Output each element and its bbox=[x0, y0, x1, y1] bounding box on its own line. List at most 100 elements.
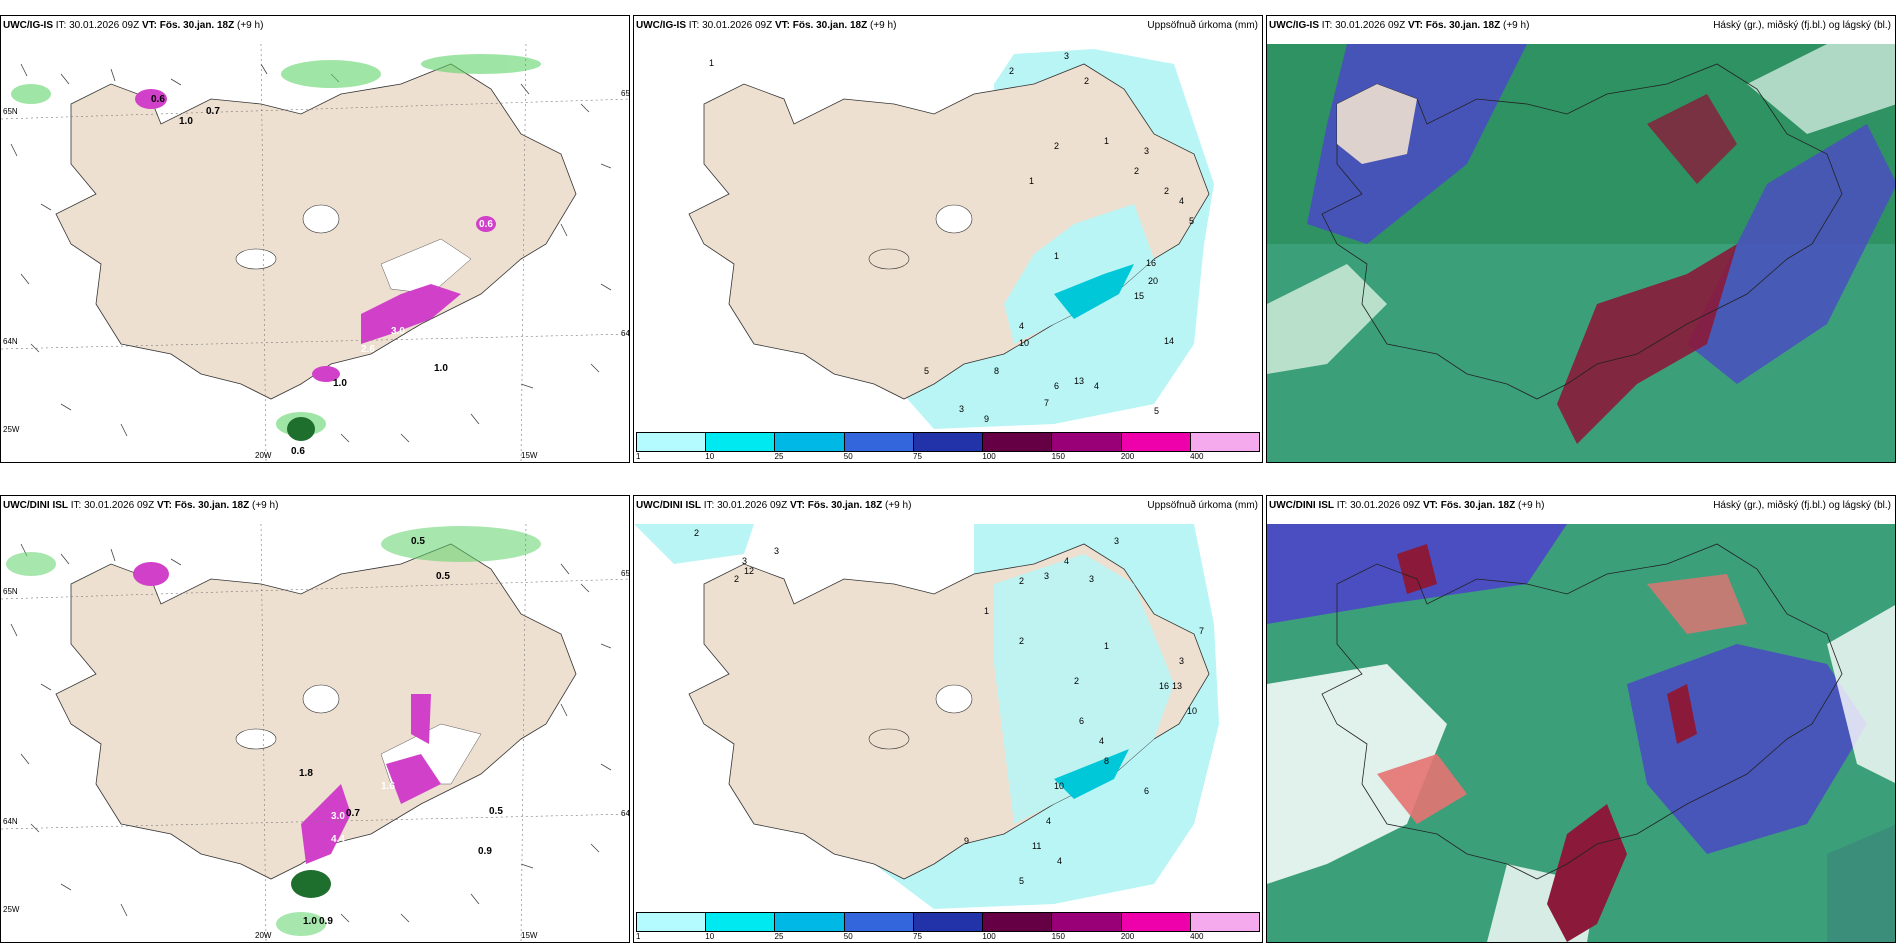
panel-subtitle: Uppsöfnuð úrkoma (mm) bbox=[1147, 20, 1258, 31]
colorbar-label: 75 bbox=[913, 452, 922, 461]
lat-label-right: 65N bbox=[621, 569, 630, 578]
panel-subtitle: Uppsöfnuð úrkoma (mm) bbox=[1147, 500, 1258, 511]
colorbar-cell bbox=[775, 433, 845, 451]
value-label: 3.0 bbox=[331, 811, 345, 822]
snow-area bbox=[380, 238, 472, 295]
precip-value: 3 bbox=[1089, 574, 1094, 584]
colorbar-label: 400 bbox=[1190, 932, 1204, 941]
colorbar-labels: 1 10 25 50 75 100 150 200 400 bbox=[636, 932, 1260, 942]
colorbar-label: 25 bbox=[774, 452, 784, 461]
precip-heavy bbox=[1054, 264, 1134, 319]
precip-value: 13 bbox=[1172, 681, 1182, 691]
lon-label: 20W bbox=[255, 451, 272, 460]
low-cloud bbox=[1557, 244, 1737, 444]
lead-time: (+9 h) bbox=[885, 500, 912, 511]
precip-map: 2 3 3 2 12 2 3 4 3 3 1 2 1 2 3 6 4 8 10 … bbox=[634, 524, 1262, 909]
precip-value: 11 bbox=[1032, 841, 1041, 851]
precip-value: 3 bbox=[742, 556, 747, 566]
precip-value: 9 bbox=[984, 414, 989, 424]
snow-precip-areas bbox=[135, 89, 496, 441]
precip-map: 1 2 3 2 2 1 1 2 2 3 4 5 1 16 20 15 14 4 … bbox=[634, 44, 1262, 429]
panel-title: UWC/IG-IS IT: 30.01.2026 09Z VT: Fös. 30… bbox=[636, 20, 896, 31]
colorbar-cell bbox=[913, 913, 984, 931]
precip-value: 20 bbox=[1148, 276, 1158, 286]
precip-value: 3 bbox=[1144, 146, 1149, 156]
precip-light bbox=[634, 524, 754, 564]
precip-value: 3 bbox=[1044, 571, 1049, 581]
precip-value: 2 bbox=[1134, 166, 1139, 176]
colorbar-cell bbox=[844, 433, 914, 451]
precip-value: 4 bbox=[1057, 856, 1062, 866]
precip-value: 1 bbox=[709, 58, 714, 68]
value-label: 4.4 bbox=[331, 834, 345, 845]
colorbar-label: 10 bbox=[705, 932, 715, 941]
colorbar-label: 10 bbox=[705, 452, 715, 461]
precip-value: 5 bbox=[1154, 406, 1159, 416]
iceland-outline bbox=[1321, 543, 1843, 880]
high-cloud-red bbox=[1377, 754, 1467, 824]
colorbar-label: 50 bbox=[843, 452, 853, 461]
precip-value: 2 bbox=[694, 528, 699, 538]
precip-value: 16 bbox=[1146, 258, 1156, 268]
lat-label-right: 65N bbox=[621, 89, 630, 98]
init-time: IT: 30.01.2026 09Z bbox=[1336, 500, 1421, 511]
colorbar: 1 10 25 50 75 100 150 200 400 bbox=[636, 912, 1260, 942]
precip-value: 5 bbox=[924, 366, 929, 376]
precip-value: 1 bbox=[1104, 641, 1109, 651]
precip-value: 4 bbox=[1099, 736, 1104, 746]
value-label: 0.6 bbox=[151, 94, 165, 105]
model-name: UWC/IG-IS bbox=[636, 20, 686, 31]
iceland-outline bbox=[1321, 63, 1843, 400]
precip-value: 5 bbox=[1189, 216, 1194, 226]
colorbar-label: 150 bbox=[1051, 932, 1065, 941]
value-label: 0.7 bbox=[206, 106, 220, 117]
lat-label-right: 64N bbox=[621, 809, 630, 818]
low-cloud bbox=[1547, 804, 1627, 942]
lead-time: (+9 h) bbox=[237, 20, 264, 31]
lon-label: 25W bbox=[3, 425, 20, 434]
value-label: 2.6 bbox=[361, 344, 375, 355]
precip-value: 1 bbox=[1104, 136, 1109, 146]
colorbar-label: 1 bbox=[636, 452, 641, 461]
precip-value: 9 bbox=[964, 836, 969, 846]
model-name: UWC/IG-IS bbox=[1269, 20, 1319, 31]
lat-label: 65N bbox=[3, 107, 18, 116]
panel-title: UWC/DINI ISL IT: 30.01.2026 09Z VT: Fös.… bbox=[1269, 500, 1544, 511]
colorbar-label: 100 bbox=[982, 452, 996, 461]
panel-title: UWC/IG-IS IT: 30.01.2026 09Z VT: Fös. 30… bbox=[1269, 20, 1529, 31]
valid-time: Fös. 30.jan. 18Z bbox=[159, 20, 235, 31]
panel-dini-precip: UWC/DINI ISL IT: 30.01.2026 09Z VT: Fös.… bbox=[633, 495, 1263, 943]
precip-value: 3 bbox=[1179, 656, 1184, 666]
precip-over-land bbox=[994, 554, 1174, 824]
colorbar-label: 75 bbox=[913, 932, 922, 941]
colorbar-cell bbox=[1121, 913, 1191, 931]
colorbar-cell bbox=[913, 433, 984, 451]
panel-subtitle: Háský (gr.), miðský (fj.bl.) og lágský (… bbox=[1713, 500, 1891, 511]
panel-igis-weather: UWC/IG-IS IT: 30.01.2026 09Z VT: Fös. 30… bbox=[0, 15, 630, 463]
lon-label: 15W bbox=[521, 451, 538, 460]
valid-label: VT: bbox=[789, 500, 805, 511]
lat-label: 64N bbox=[3, 817, 18, 826]
colorbar-cell bbox=[1121, 433, 1191, 451]
colorbar-cell bbox=[706, 433, 776, 451]
value-label: 1.8 bbox=[299, 768, 313, 779]
lead-time: (+9 h) bbox=[1503, 20, 1530, 31]
colorbar-cell bbox=[1052, 913, 1122, 931]
init-time: IT: 30.01.2026 09Z bbox=[688, 20, 773, 31]
value-label: 0.9 bbox=[319, 916, 333, 927]
value-label: 1.0 bbox=[333, 378, 347, 389]
low-cloud bbox=[1397, 544, 1437, 594]
colorbar-cell bbox=[983, 913, 1053, 931]
colorbar-cells bbox=[636, 432, 1260, 452]
init-time: IT: 30.01.2026 09Z bbox=[703, 500, 788, 511]
lead-time: (+9 h) bbox=[870, 20, 897, 31]
precip-value: 5 bbox=[1019, 876, 1024, 886]
colorbar-cells bbox=[636, 912, 1260, 932]
valid-label: VT: bbox=[1422, 500, 1438, 511]
glacier bbox=[235, 248, 277, 270]
precip-value: 10 bbox=[1187, 706, 1197, 716]
precip-value: 6 bbox=[1054, 381, 1059, 391]
colorbar-cell bbox=[1190, 433, 1259, 451]
precip-value: 6 bbox=[1144, 786, 1149, 796]
